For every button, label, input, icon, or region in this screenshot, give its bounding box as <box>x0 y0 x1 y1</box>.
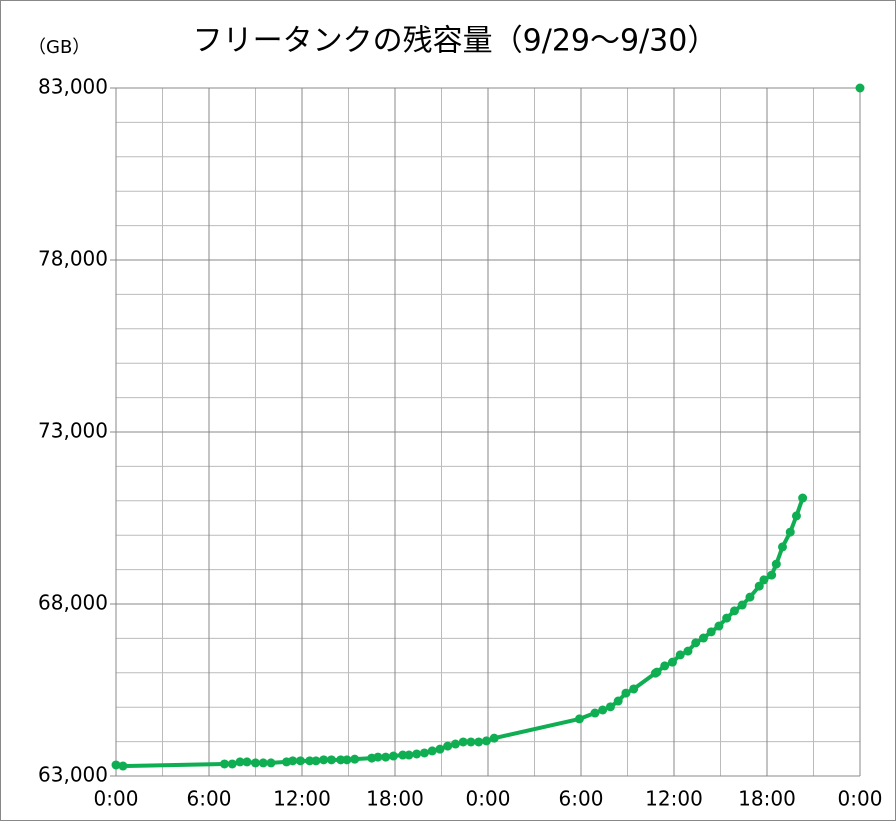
data-point <box>791 511 801 521</box>
x-tick-label: 12:00 <box>273 787 331 811</box>
data-point <box>435 744 445 754</box>
y-tick-label: 63,000 <box>38 763 108 787</box>
data-point <box>489 733 499 743</box>
data-point <box>466 737 476 747</box>
data-point <box>754 581 764 591</box>
data-point <box>667 657 677 667</box>
data-point <box>326 755 336 765</box>
data-point <box>706 627 716 637</box>
data-point <box>785 527 795 537</box>
y-tick-label: 73,000 <box>38 419 108 443</box>
data-point <box>251 758 260 768</box>
data-point <box>336 755 346 765</box>
x-tick-label: 0:00 <box>466 787 511 811</box>
x-tick-label: 0:00 <box>838 787 883 811</box>
y-tick-label: 83,000 <box>38 75 108 99</box>
data-point <box>759 575 769 585</box>
data-point <box>458 737 468 747</box>
data-point <box>474 737 484 747</box>
data-point <box>427 746 437 756</box>
data-point <box>319 755 329 765</box>
data-point <box>443 741 453 751</box>
data-point <box>698 633 708 643</box>
x-tick-label: 12:00 <box>645 787 703 811</box>
data-point <box>118 761 128 771</box>
data-point <box>621 688 631 698</box>
data-point <box>798 493 808 503</box>
data-point <box>266 758 276 768</box>
data-point <box>311 756 321 766</box>
data-point <box>714 621 724 631</box>
data-point <box>227 759 237 769</box>
x-tick-label: 18:00 <box>366 787 424 811</box>
data-point <box>722 613 732 623</box>
x-tick-label: 18:00 <box>738 787 796 811</box>
data-point <box>855 83 865 93</box>
data-point <box>235 757 245 767</box>
data-point <box>675 650 685 660</box>
data-point <box>450 739 460 749</box>
data-point <box>605 702 615 712</box>
data-point <box>737 600 747 610</box>
data-point <box>691 638 701 648</box>
data-point <box>350 754 360 764</box>
data-point <box>778 542 787 552</box>
data-point <box>419 748 429 758</box>
x-tick-label: 0:00 <box>94 787 139 811</box>
data-point <box>373 752 383 762</box>
data-point <box>729 606 739 616</box>
data-point <box>288 756 298 766</box>
data-point <box>590 708 600 718</box>
data-point <box>305 756 315 766</box>
data-point <box>481 736 491 746</box>
data-point <box>295 756 305 766</box>
x-tick-label: 6:00 <box>187 787 232 811</box>
data-point <box>220 759 229 769</box>
data-point <box>767 570 777 580</box>
data-point <box>660 661 670 671</box>
data-point <box>342 755 352 765</box>
y-axis-label: （GB） <box>28 37 90 58</box>
data-point <box>258 758 268 768</box>
y-tick-label: 68,000 <box>38 591 108 615</box>
data-point <box>574 714 584 724</box>
data-point <box>111 760 121 770</box>
data-point <box>683 646 693 656</box>
data-point <box>613 696 623 706</box>
data-point <box>242 757 252 767</box>
x-tick-label: 6:00 <box>559 787 604 811</box>
data-point <box>629 684 639 694</box>
data-point <box>381 752 391 762</box>
data-point <box>771 559 781 569</box>
data-point <box>388 751 398 761</box>
y-tick-label: 78,000 <box>38 247 108 271</box>
data-point <box>398 750 408 760</box>
data-point <box>598 705 608 715</box>
data-point <box>652 667 662 677</box>
data-point <box>412 749 422 759</box>
chart-title: フリータンクの残容量（9/29～9/30） <box>193 24 718 59</box>
data-point <box>745 592 755 602</box>
data-point <box>404 750 414 760</box>
